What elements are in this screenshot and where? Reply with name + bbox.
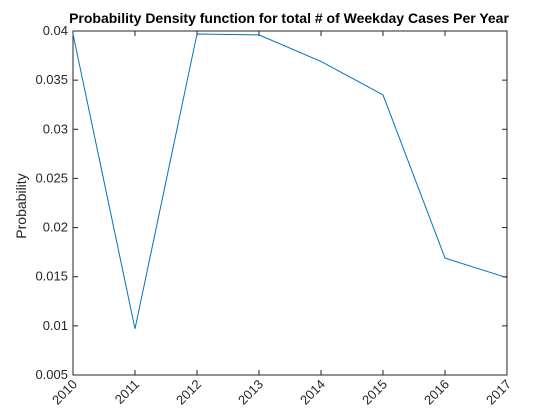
x-tick-label: 2014 (297, 377, 328, 408)
plot-area (72, 30, 508, 376)
x-tick-label: 2017 (483, 377, 514, 408)
y-tick-label: 0.01 (43, 318, 68, 333)
y-tick-label: 0.02 (43, 220, 68, 235)
series-layer (72, 33, 508, 329)
chart-title: Probability Density function for total #… (69, 10, 509, 26)
y-tick-label: 0.03 (43, 121, 68, 136)
y-tick-label: 0.025 (35, 170, 68, 185)
x-tick-label: 2016 (421, 377, 452, 408)
axis-ticks: 0.0050.010.0150.020.0250.030.0350.042010… (35, 23, 514, 408)
y-tick-label: 0.005 (35, 367, 68, 382)
x-tick-label: 2013 (235, 377, 266, 408)
y-axis-label: Probability (13, 173, 29, 238)
series-line (72, 33, 508, 329)
y-tick-label: 0.035 (35, 72, 68, 87)
x-tick-label: 2015 (359, 377, 390, 408)
x-tick-label: 2011 (112, 377, 142, 407)
y-tick-label: 0.04 (43, 23, 68, 38)
x-tick-label: 2012 (173, 377, 204, 408)
y-tick-label: 0.015 (35, 269, 68, 284)
